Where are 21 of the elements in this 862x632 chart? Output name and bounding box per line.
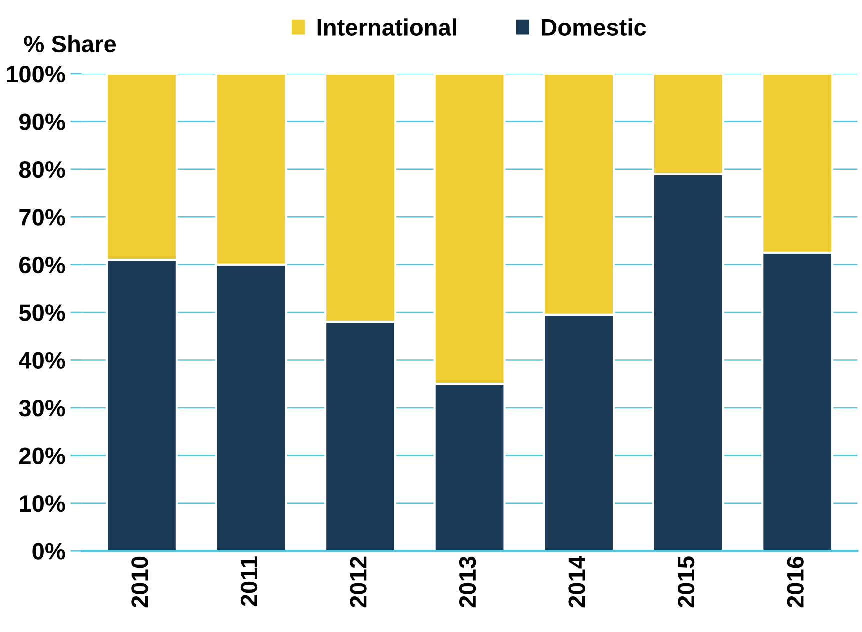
y-axis-title: % Share (24, 35, 116, 53)
y-tick-label: 60% (20, 256, 66, 274)
y-tick-label: 50% (19, 304, 66, 322)
y-tick-label: 0% (32, 543, 66, 560)
x-tick-label: 2010 (132, 556, 148, 608)
y-tick-label: 90% (19, 114, 66, 130)
legend-label: International (318, 18, 456, 36)
legend-label: Domestic (542, 18, 646, 36)
y-tick-label: 40% (19, 352, 66, 370)
y-tick-label: 100% (7, 66, 66, 83)
y-tick-label: 20% (19, 448, 66, 464)
x-tick-label: 2015 (678, 556, 695, 608)
y-tick-label: 30% (19, 400, 66, 417)
y-tick-label: 70% (20, 209, 66, 226)
y-tick-label: 80% (19, 161, 66, 178)
x-tick-label: 2013 (459, 556, 476, 608)
x-tick-label: 2012 (350, 556, 367, 608)
y-tick-label: 10% (20, 495, 66, 512)
x-tick-label: 2011 (240, 556, 258, 606)
x-tick-label: 2014 (568, 556, 586, 608)
x-tick-label: 2016 (787, 556, 804, 608)
